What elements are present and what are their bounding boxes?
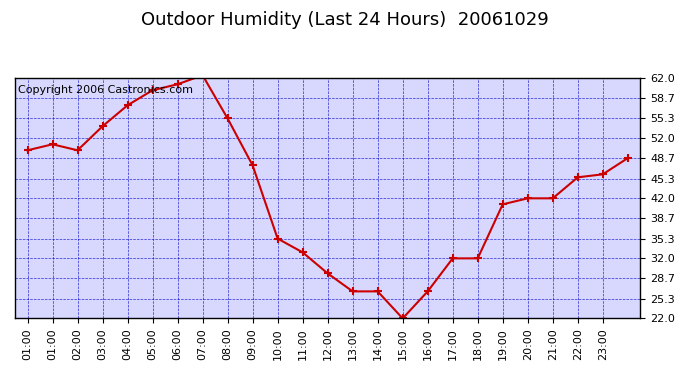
Text: Copyright 2006 Castronics.com: Copyright 2006 Castronics.com [18,86,193,96]
Text: Outdoor Humidity (Last 24 Hours)  20061029: Outdoor Humidity (Last 24 Hours) 2006102… [141,11,549,29]
